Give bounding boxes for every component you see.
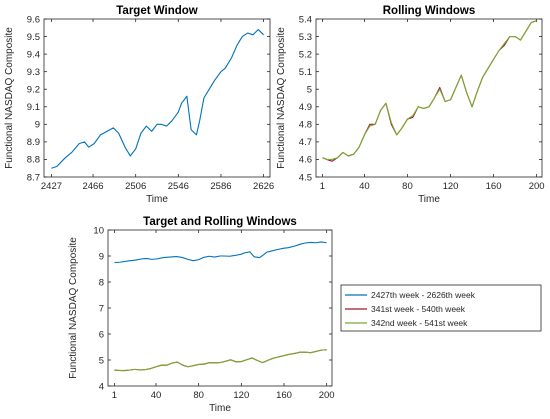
plot-area xyxy=(43,18,271,178)
x-tick-label: 40 xyxy=(151,390,162,401)
y-axis-label: Functional NASDAQ Composite xyxy=(4,27,15,169)
y-axis-label: Functional NASDAQ Composite xyxy=(276,27,287,169)
chart-2: 1 40 80 120 160 200 4.5 4.6 4.7 4.8 4.9 5 5.1 5.2 5.3 5… xyxy=(276,5,545,205)
x-tick-label: 2586 xyxy=(210,181,231,192)
y-tick-label: 4.5 xyxy=(299,172,312,183)
legend-entry: 342nd week - 541st week xyxy=(371,318,468,328)
y-tick-label: 4.7 xyxy=(299,137,312,148)
y-tick-label: 5 xyxy=(99,355,104,366)
x-tick-label: 2506 xyxy=(125,181,146,192)
legend: 2427th week - 2626th week 341st week - 54… xyxy=(340,284,542,332)
x-tick-label: 2546 xyxy=(168,181,189,192)
x-tick-label: 1 xyxy=(320,181,325,192)
legend-entry: 2427th week - 2626th week xyxy=(371,290,476,300)
y-tick-label: 5.3 xyxy=(299,32,312,43)
x-tick-label: 120 xyxy=(233,390,249,401)
x-tick-label: 80 xyxy=(402,181,413,192)
x-axis-label: Time xyxy=(209,403,231,414)
y-tick-label: 9.3 xyxy=(27,67,40,78)
y-tick-label: 5.4 xyxy=(299,14,312,25)
y-tick-label: 10 xyxy=(93,225,104,236)
y-tick-label: 5.1 xyxy=(299,67,312,78)
y-tick-label: 9.2 xyxy=(27,85,40,96)
x-tick-label: 200 xyxy=(319,390,335,401)
y-tick-label: 9.6 xyxy=(27,14,40,25)
y-tick-label: 4 xyxy=(99,381,104,392)
y-tick-label: 9 xyxy=(99,251,104,262)
y-tick-label: 7 xyxy=(99,303,104,314)
x-tick-label: 1 xyxy=(112,390,117,401)
legend-entry: 341st week - 540th week xyxy=(371,304,466,314)
y-tick-label: 4.8 xyxy=(299,120,312,131)
x-tick-label: 80 xyxy=(193,390,204,401)
x-tick-label: 40 xyxy=(359,181,370,192)
y-tick-label: 9 xyxy=(35,120,40,131)
y-tick-label: 6 xyxy=(99,329,104,340)
y-tick-label: 9.5 xyxy=(27,32,40,43)
x-axis-label: Time xyxy=(418,194,440,205)
chart-3: 1 40 80 120 160 200 4 5 6 7 8 9 10 Target and Rolling… xyxy=(68,216,542,414)
y-tick-label: 8 xyxy=(99,277,104,288)
y-tick-label: 8.8 xyxy=(27,155,40,166)
y-tick-label: 4.9 xyxy=(299,102,312,113)
x-tick-label: 2626 xyxy=(253,181,274,192)
y-axis-label: Functional NASDAQ Composite xyxy=(68,237,79,379)
series-line-1 xyxy=(114,241,327,264)
x-tick-label: 2427 xyxy=(41,181,62,192)
y-tick-label: 8.7 xyxy=(27,172,40,183)
chart-title: Target Window xyxy=(116,5,198,17)
plot-area xyxy=(315,18,543,178)
x-tick-label: 120 xyxy=(443,181,459,192)
y-tick-label: 5 xyxy=(307,85,312,96)
y-tick-label: 5.2 xyxy=(299,49,312,60)
y-tick-label: 4.6 xyxy=(299,155,312,166)
chart-title: Target and Rolling Windows xyxy=(143,216,297,228)
x-tick-label: 200 xyxy=(529,181,545,192)
x-tick-label: 2466 xyxy=(82,181,103,192)
y-tick-label: 8.9 xyxy=(27,137,40,148)
x-tick-label: 160 xyxy=(486,181,502,192)
legend-box xyxy=(340,284,542,332)
series-line-1 xyxy=(51,28,264,169)
x-tick-label: 160 xyxy=(276,390,292,401)
y-tick-label: 9.1 xyxy=(27,102,40,113)
chart-title: Rolling Windows xyxy=(383,5,476,17)
chart-1: 2427 2466 2506 2546 2586 2626 8.7 8.8 8.9 9 9.1 9.2… xyxy=(4,5,274,205)
y-tick-label: 9.4 xyxy=(27,49,40,60)
x-axis-label: Time xyxy=(146,194,168,205)
series-line-2 xyxy=(322,20,537,160)
series-line-3 xyxy=(114,349,327,371)
